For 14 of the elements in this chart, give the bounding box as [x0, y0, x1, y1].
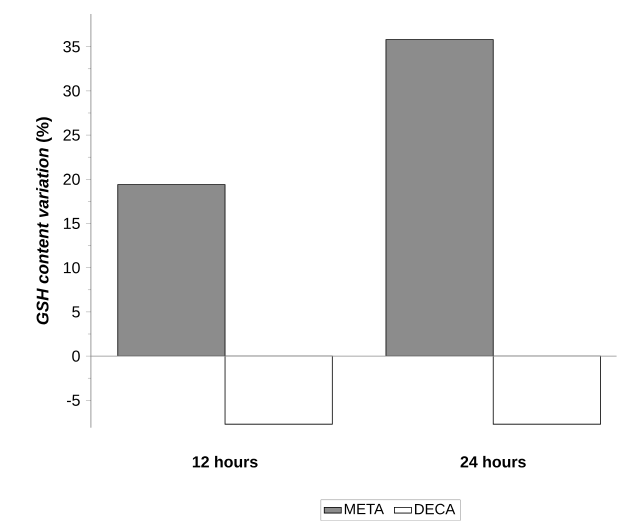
legend-label: META	[344, 504, 384, 514]
y-tick-label: 35	[63, 41, 80, 52]
y-tick-label: 5	[72, 306, 80, 318]
y-tick-label: 15	[64, 218, 80, 230]
y-tick-label: 25	[64, 130, 80, 141]
y-axis-title: GSH content variation (%)	[36, 117, 52, 324]
y-tick-label: 30	[63, 85, 80, 97]
y-tick-label: -5	[66, 394, 80, 406]
x-tick-label: 24 hours	[460, 456, 526, 468]
y-tick-label: 0	[72, 350, 80, 362]
y-tick-label: 20	[64, 174, 80, 186]
y-tick-label: 10	[64, 262, 80, 274]
legend-label: DECA	[415, 504, 456, 514]
x-tick-label: 12 hours	[192, 456, 258, 468]
